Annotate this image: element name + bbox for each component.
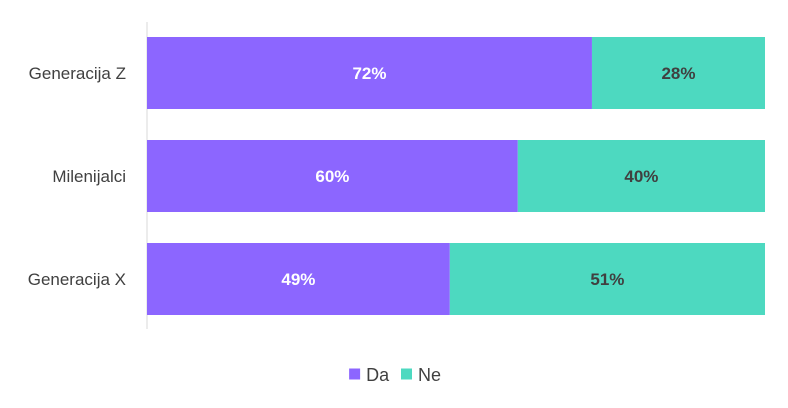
bar-ne-3 xyxy=(449,243,765,315)
data-label-ne-3: 51% xyxy=(590,270,624,289)
legend-swatch-ne xyxy=(401,368,412,380)
category-label-1: Generacija Z xyxy=(29,64,126,83)
bar-ne-1 xyxy=(591,37,765,109)
bar-ne-2 xyxy=(517,140,765,212)
legend-label-ne: Ne xyxy=(418,365,441,385)
category-label-3: Generacija X xyxy=(28,270,126,289)
data-label-da-2: 60% xyxy=(315,167,349,186)
legend: Da Ne xyxy=(349,365,441,385)
legend-label-da: Da xyxy=(366,365,390,385)
data-label-da-3: 49% xyxy=(281,270,315,289)
data-label-da-1: 72% xyxy=(352,64,386,83)
category-labels: Generacija Z Milenijalci Generacija X xyxy=(28,64,126,289)
data-label-ne-2: 40% xyxy=(624,167,658,186)
legend-swatch-da xyxy=(349,368,361,380)
bar-da-2 xyxy=(147,140,518,212)
bar-da-1 xyxy=(147,37,592,109)
bar-da-3 xyxy=(147,243,450,315)
bars-group: 72% 28% 60% 40% 49% 51% xyxy=(147,37,765,315)
category-label-2: Milenijalci xyxy=(52,167,126,186)
data-label-ne-1: 28% xyxy=(661,64,695,83)
